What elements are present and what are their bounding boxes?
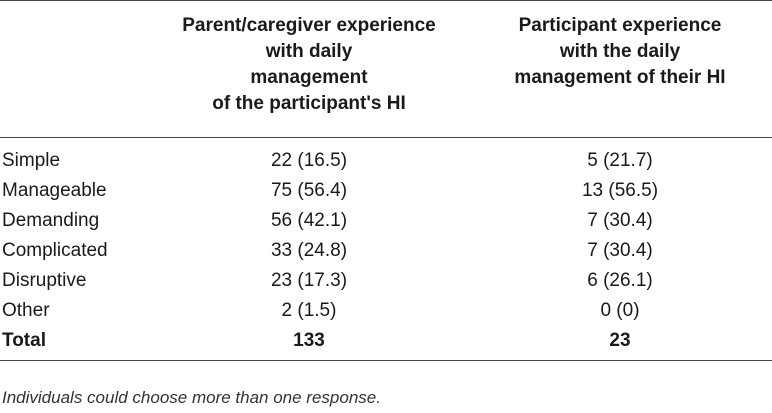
row-parent-value: 23 (17.3) [270,270,348,291]
row-label: Simple [2,150,61,171]
row-label: Other [2,300,50,321]
table-row: Complicated 33 (24.8) 7 (30.4) [0,236,772,266]
row-participant-value: 6 (26.1) [587,270,653,291]
row-parent-value: 56 (42.1) [270,210,348,231]
header-parent-caregiver-experience: Parent/caregiver experience with daily m… [150,0,468,138]
row-participant-value: 7 (30.4) [587,240,653,261]
row-label: Demanding [2,210,100,231]
row-participant-value: 7 (30.4) [587,210,653,231]
table-row: Manageable 75 (56.4) 13 (56.5) [0,176,772,206]
header-col1-line: of the participant's HI [212,93,406,114]
row-label: Manageable [2,180,107,201]
total-participant-value: 23 [468,326,772,361]
table-total-row: Total 133 23 [0,326,772,361]
header-col2-line: Participant experience [518,15,722,36]
experience-table: Parent/caregiver experience with daily m… [0,0,772,361]
header-col1-line: Parent/caregiver experience [182,15,436,36]
row-participant-value: 13 (56.5) [581,180,659,201]
table-header-row: Parent/caregiver experience with daily m… [0,0,772,138]
header-col1-line: management [250,67,368,88]
header-col2-line: management of their HI [514,67,726,88]
table-row: Other 2 (1.5) 0 (0) [0,296,772,326]
header-col1-line: with daily [265,41,353,62]
row-label: Disruptive [2,270,87,291]
header-col2-line: with the daily [559,41,681,62]
row-parent-value: 33 (24.8) [270,240,348,261]
row-parent-value: 22 (16.5) [270,150,348,171]
total-label: Total [0,326,150,361]
row-participant-value: 0 (0) [600,300,640,321]
row-parent-value: 75 (56.4) [270,180,348,201]
table-row: Disruptive 23 (17.3) 6 (26.1) [0,266,772,296]
row-parent-value: 2 (1.5) [281,300,337,321]
row-participant-value: 5 (21.7) [587,150,653,171]
table-row: Demanding 56 (42.1) 7 (30.4) [0,206,772,236]
row-label: Complicated [2,240,108,261]
table-footnote: Individuals could choose more than one r… [2,388,381,407]
total-parent-value: 133 [150,326,468,361]
table-row: Simple 22 (16.5) 5 (21.7) [0,138,772,177]
header-participant-experience: Participant experience with the daily ma… [468,0,772,138]
header-blank-cell [0,0,150,138]
